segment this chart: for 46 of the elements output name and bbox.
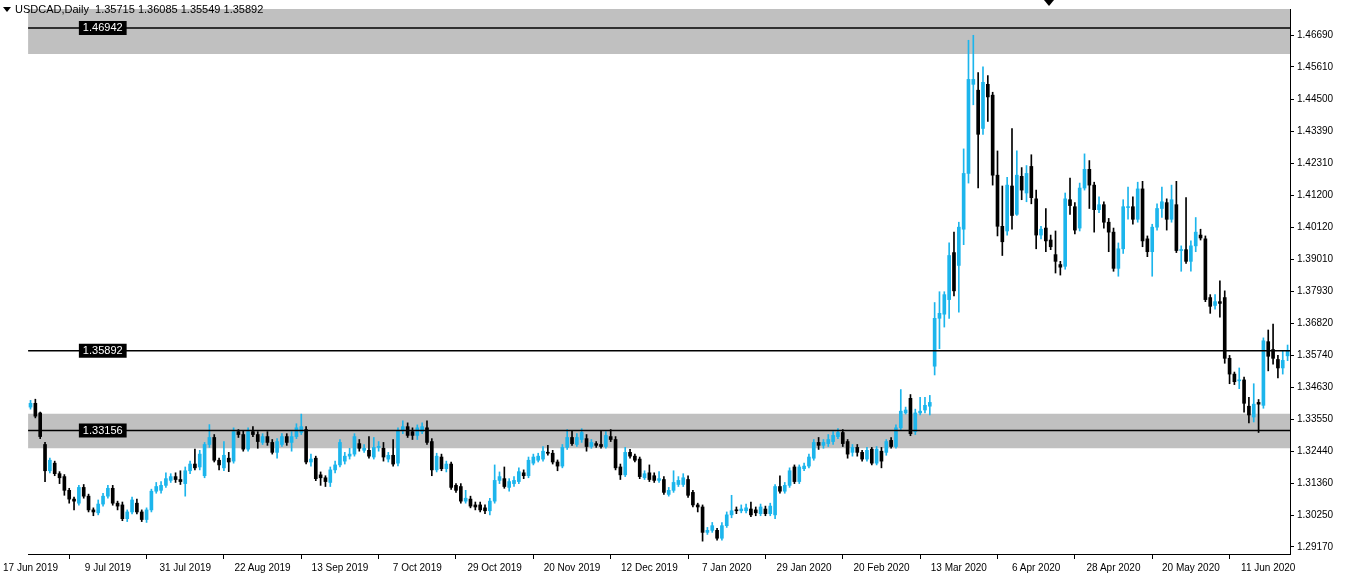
y-tick-label: 1.33550 <box>1297 412 1334 424</box>
candlestick <box>226 452 231 472</box>
x-tick-label: 28 Apr 2020 <box>1086 561 1141 573</box>
x-tick-label: 29 Oct 2019 <box>467 561 523 573</box>
y-tick-label: 1.45610 <box>1297 60 1334 72</box>
candlestick <box>1237 367 1242 390</box>
y-tick-label: 1.44500 <box>1297 93 1334 104</box>
x-tick-label: 17 Jun 2019 <box>2 561 59 573</box>
candlestick <box>657 471 661 483</box>
y-tick-label: 1.35740 <box>1297 348 1334 360</box>
y-tick-label: 1.34630 <box>1297 381 1334 393</box>
x-tick-label: 20 Feb 2020 <box>853 561 910 573</box>
y-tick-label: 1.42310 <box>1297 156 1334 168</box>
y-tick-label: 1.46690 <box>1297 29 1334 41</box>
y-tick-label: 1.30250 <box>1297 509 1334 521</box>
x-tick-label: 31 Jul 2019 <box>159 561 212 573</box>
y-tick-label: 1.41200 <box>1297 189 1334 201</box>
candlestick <box>367 436 371 459</box>
ref-line-label: 1.33156 <box>82 423 123 436</box>
x-tick-label: 11 Jun 2020 <box>1241 561 1296 573</box>
x-tick-label: 7 Jan 2020 <box>701 561 752 573</box>
candlestick <box>1184 197 1188 264</box>
ref-line-label: 1.35892 <box>82 343 123 356</box>
candlestick <box>1068 177 1072 215</box>
ref-line-label: 1.46942 <box>82 20 123 33</box>
y-tick-label: 1.32440 <box>1297 445 1334 457</box>
y-tick-label: 1.43390 <box>1297 125 1334 137</box>
x-tick-label: 12 Dec 2019 <box>621 561 679 573</box>
x-tick-label: 9 Jul 2019 <box>84 561 132 573</box>
candlestick <box>1179 245 1184 272</box>
y-tick-label: 1.39010 <box>1297 253 1334 265</box>
candlestick <box>193 448 197 471</box>
x-tick-label: 7 Oct 2019 <box>392 561 443 573</box>
chart-title: USDCAD,Daily 1.35715 1.36085 1.35549 1.35892 <box>15 3 264 15</box>
x-tick-label: 29 Jan 2020 <box>776 561 833 573</box>
x-tick-label: 6 Apr 2020 <box>1011 561 1061 573</box>
x-tick-label: 22 Aug 2019 <box>234 561 292 573</box>
x-tick-label: 13 Mar 2020 <box>930 561 988 573</box>
x-tick-label: 20 Nov 2019 <box>543 561 601 573</box>
y-tick-label: 1.37930 <box>1297 284 1334 296</box>
x-tick-label: 13 Sep 2019 <box>311 561 369 573</box>
x-tick-label: 20 May 2020 <box>1161 561 1221 573</box>
y-tick-label: 1.40120 <box>1297 220 1334 232</box>
y-tick-label: 1.36820 <box>1297 317 1334 329</box>
y-tick-label: 1.29170 <box>1297 540 1334 552</box>
y-tick-label: 1.31360 <box>1297 476 1334 488</box>
